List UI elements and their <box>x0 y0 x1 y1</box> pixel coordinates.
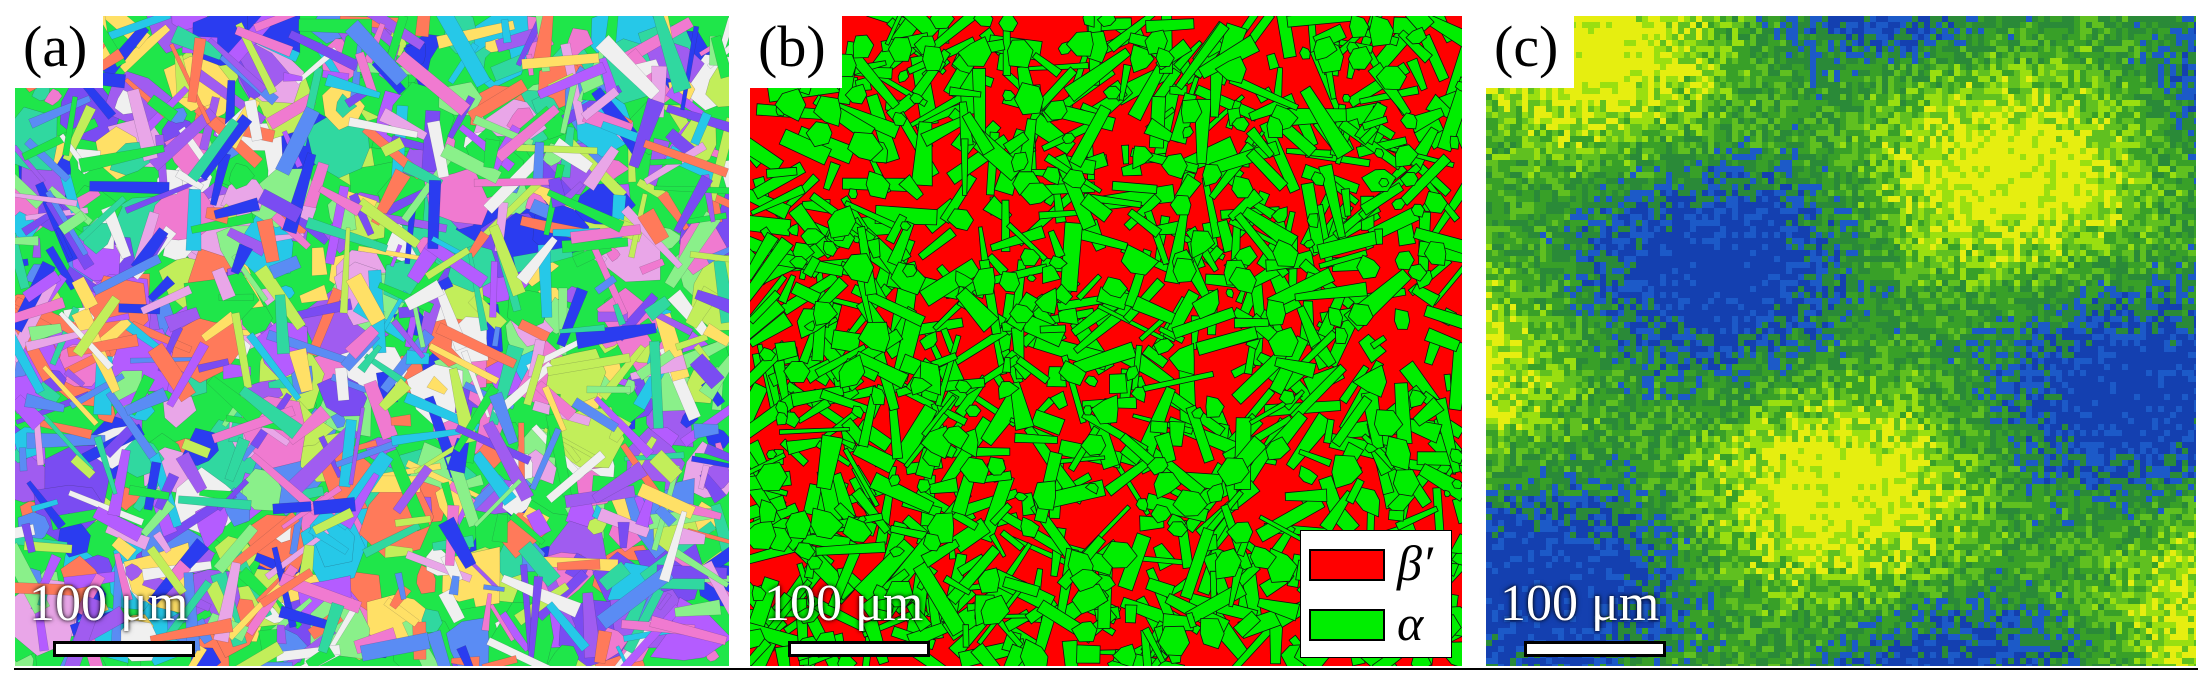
scale-bar-c: 100 μm <box>1500 575 1700 657</box>
legend-swatch-alpha <box>1309 609 1385 641</box>
scale-bar-label-a: 100 μm <box>29 575 189 632</box>
scale-bar-b: 100 μm <box>764 575 964 657</box>
scale-bar-label-c: 100 μm <box>1500 575 1660 632</box>
misorientation-map <box>1486 16 2196 666</box>
legend-label-alpha: α <box>1397 595 1424 651</box>
panel-c: (c) 100 μm <box>1486 16 2196 666</box>
orientation-map <box>15 16 729 666</box>
phase-legend: β′ α <box>1300 530 1452 658</box>
panel-letter-a: (a) <box>15 16 104 88</box>
panel-b: (b) 100 μm β′ α <box>750 16 1462 666</box>
scale-bar-line-a <box>53 641 195 657</box>
scale-bar-line-b <box>788 641 930 657</box>
scale-bar-line-c <box>1524 641 1666 657</box>
legend-item-alpha: α <box>1309 595 1449 651</box>
legend-label-beta-prime: β′ <box>1397 535 1433 591</box>
scale-bar-label-b: 100 μm <box>764 575 924 632</box>
panel-a: (a) 100 μm <box>15 16 729 666</box>
legend-swatch-beta-prime <box>1309 549 1385 581</box>
figure-baseline <box>14 668 2198 670</box>
legend-item-beta-prime: β′ <box>1309 535 1449 591</box>
scale-bar-a: 100 μm <box>29 575 229 657</box>
panel-letter-b: (b) <box>750 16 842 88</box>
panel-letter-c: (c) <box>1486 16 1575 88</box>
phase-map <box>750 16 1462 666</box>
